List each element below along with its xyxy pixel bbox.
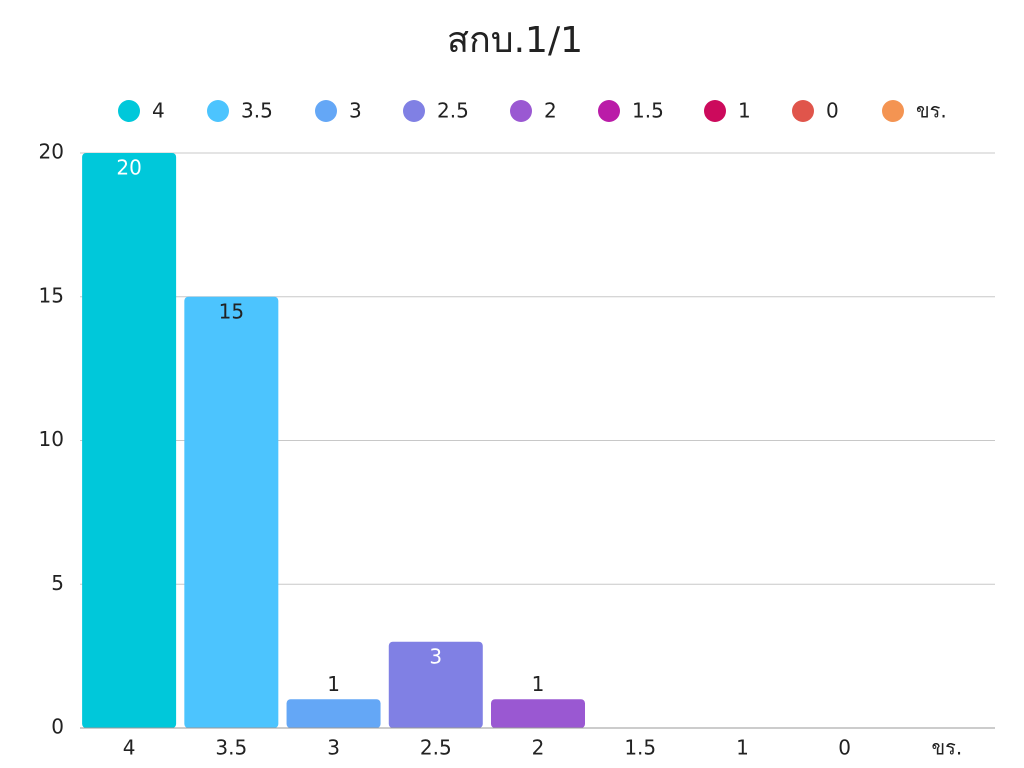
- legend-label: 2: [544, 99, 557, 123]
- x-tick-label: ขร.: [931, 736, 962, 760]
- x-tick-label: 1: [736, 736, 749, 760]
- y-tick-label: 5: [51, 571, 64, 595]
- legend-label: ขร.: [916, 99, 947, 123]
- legend-label: 1.5: [632, 99, 664, 123]
- legend-label: 3.5: [241, 99, 273, 123]
- legend-swatch: [510, 100, 532, 122]
- x-tick-label: 3.5: [215, 736, 247, 760]
- y-tick-label: 20: [39, 140, 64, 164]
- legend-swatch: [403, 100, 425, 122]
- legend-label: 1: [738, 99, 751, 123]
- x-tick-label: 0: [838, 736, 851, 760]
- bar: [184, 296, 279, 728]
- data-label: 15: [219, 299, 244, 323]
- legend-swatch: [882, 100, 904, 122]
- bar: [286, 699, 381, 728]
- legend-swatch: [315, 100, 337, 122]
- chart-title: สกบ.1/1: [447, 20, 583, 61]
- bar: [388, 641, 483, 728]
- legend-label: 4: [152, 99, 165, 123]
- data-label: 20: [116, 156, 141, 180]
- bar: [82, 153, 177, 728]
- legend-swatch: [207, 100, 229, 122]
- legend-label: 2.5: [437, 99, 469, 123]
- y-tick-label: 15: [39, 283, 64, 307]
- legend-swatch: [598, 100, 620, 122]
- x-tick-label: 1.5: [624, 736, 656, 760]
- y-tick-label: 0: [51, 715, 64, 739]
- x-tick-label: 2.5: [420, 736, 452, 760]
- legend-swatch: [118, 100, 140, 122]
- legend-label: 0: [826, 99, 839, 123]
- x-tick-label: 4: [123, 736, 136, 760]
- data-label: 1: [532, 672, 545, 696]
- bar: [491, 699, 585, 728]
- legend-label: 3: [349, 99, 362, 123]
- legend-swatch: [704, 100, 726, 122]
- legend-swatch: [792, 100, 814, 122]
- data-label: 3: [429, 644, 442, 668]
- x-tick-label: 2: [532, 736, 545, 760]
- y-tick-label: 10: [39, 427, 64, 451]
- x-tick-label: 3: [327, 736, 340, 760]
- data-label: 1: [327, 672, 340, 696]
